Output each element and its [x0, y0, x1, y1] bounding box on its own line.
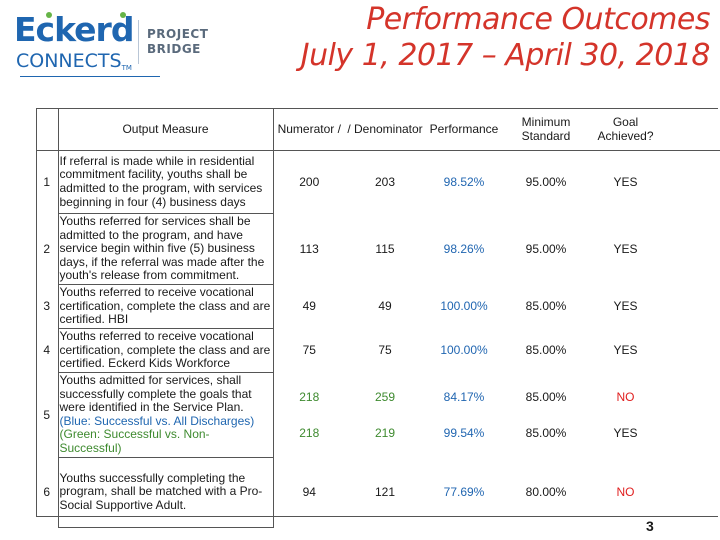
min-standard: 85.00%	[525, 343, 567, 358]
header-performance: Performance	[425, 108, 503, 151]
performance: 84.17%	[443, 389, 485, 404]
row-number: 3	[43, 299, 51, 314]
header-spacer	[662, 108, 720, 151]
table-top-border	[36, 108, 718, 109]
denominator: 203	[374, 175, 396, 190]
min-standard: 95.00%	[525, 241, 567, 256]
page-number: 3	[646, 518, 654, 534]
measure-green-note: (Green: Successful vs. Non-Successful)	[59, 427, 210, 455]
page-title: Performance Outcomes July 1, 2017 – Apri…	[300, 2, 711, 74]
numerator: 49	[302, 299, 316, 314]
logo-sub: CONNECTSTM	[16, 50, 132, 72]
numerator: 218	[299, 389, 320, 404]
row-number: 2	[43, 241, 51, 256]
numerator: 200	[299, 175, 320, 190]
table-row: 4 Youths referred to receive vocational …	[36, 328, 720, 373]
logo-underline	[20, 76, 160, 77]
performance: 100.00%	[440, 343, 488, 358]
eckerd-connects-logo: Eckerd CONNECTSTM PROJECT BRIDGE	[14, 10, 214, 80]
denominator: 49	[378, 299, 392, 314]
header-min-standard: Minimum Standard	[503, 108, 589, 151]
table-left-border	[36, 108, 37, 516]
denominator: 75	[378, 343, 392, 358]
denominator-alt: 219	[374, 425, 396, 440]
min-standard: 85.00%	[525, 299, 567, 314]
numerator: 94	[302, 485, 316, 500]
min-standard: 80.00%	[525, 485, 567, 500]
goal-achieved: NO	[616, 389, 635, 404]
performance: 98.52%	[443, 175, 485, 190]
logo-program: PROJECT BRIDGE	[147, 27, 209, 56]
denominator: 115	[375, 241, 395, 256]
header-output-measure: Output Measure	[57, 108, 274, 151]
row-number: 4	[43, 343, 51, 358]
min-standard: 85.00%	[525, 389, 567, 404]
performance: 77.69%	[443, 485, 485, 500]
header-numerator: Numerator /	[273, 108, 345, 151]
goal-achieved: YES	[613, 175, 638, 190]
performance: 98.26%	[443, 241, 485, 256]
measure-text: If referral is made while in residential…	[57, 150, 274, 214]
goal-achieved: YES	[613, 241, 638, 256]
table-row: 5 Youths admitted for services, shall su…	[36, 372, 720, 458]
goal-achieved-alt: YES	[613, 425, 638, 440]
denominator: 121	[374, 485, 396, 500]
measure-blue-note: (Blue: Successful vs. All Discharges)	[59, 413, 255, 428]
measure-text: Youths referred to receive vocational ce…	[57, 328, 274, 373]
table-row: 1 If referral is made while in residenti…	[36, 150, 720, 214]
table-row: 6 Youths successfully completing the pro…	[36, 457, 720, 528]
leaf-icon	[120, 12, 126, 18]
min-standard: 95.00%	[525, 175, 567, 190]
numerator: 75	[302, 343, 316, 358]
measure-text: Youths successfully completing the progr…	[57, 457, 274, 528]
header-denominator: / Denominator	[345, 108, 425, 151]
measure-text: Youths admitted for services, shall succ…	[57, 372, 274, 458]
logo-brand: Eckerd	[14, 10, 134, 49]
table-row: 2 Youths referred for services shall be …	[36, 213, 720, 285]
goal-achieved: YES	[613, 343, 638, 358]
leaf-icon	[46, 12, 52, 18]
title-line1: Performance Outcomes	[366, 2, 710, 37]
header-goal: Goal Achieved?	[589, 108, 662, 151]
performance-alt: 99.54%	[443, 425, 485, 440]
row-number: 6	[43, 485, 51, 500]
measure-text: Youths referred for services shall be ad…	[57, 213, 274, 285]
header-num	[36, 108, 58, 151]
logo-separator	[138, 20, 139, 64]
table-row: 3 Youths referred to receive vocational …	[36, 284, 720, 329]
goal-achieved: YES	[613, 299, 638, 314]
denominator: 259	[374, 389, 396, 404]
outcomes-table: Output Measure Numerator / / Denominator…	[36, 108, 720, 528]
title-line2: July 1, 2017 – April 30, 2018	[300, 38, 711, 73]
numerator-alt: 218	[299, 425, 320, 440]
min-standard-alt: 85.00%	[525, 425, 567, 440]
row-number: 5	[43, 407, 51, 422]
performance: 100.00%	[440, 299, 488, 314]
row-number: 1	[43, 175, 51, 190]
numerator: 113	[299, 241, 319, 256]
measure-text: Youths referred to receive vocational ce…	[57, 284, 274, 329]
table-bottom-border	[36, 516, 718, 517]
goal-achieved: NO	[616, 485, 635, 500]
